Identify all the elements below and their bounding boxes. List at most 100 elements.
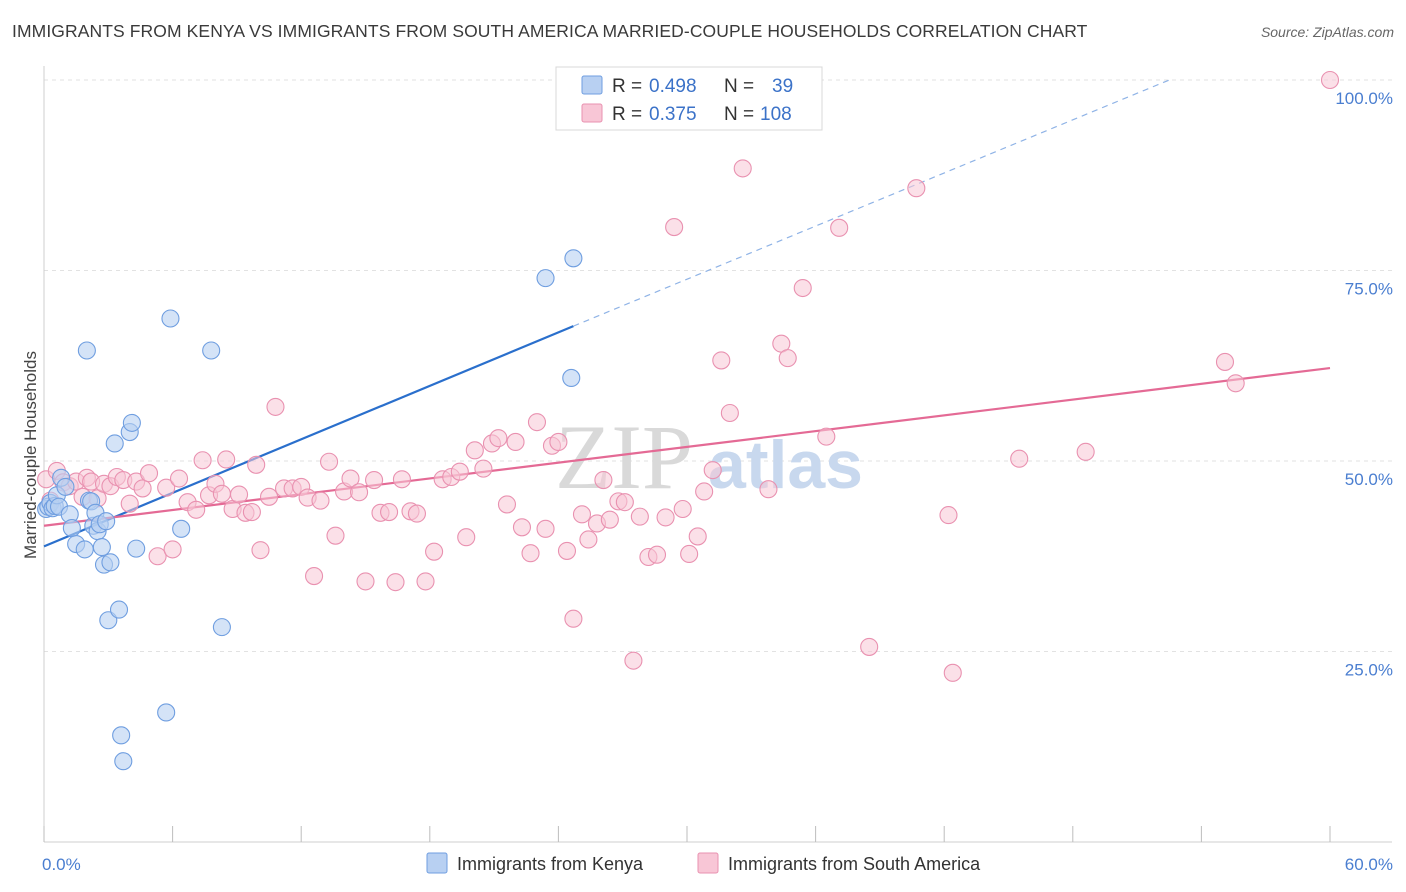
source-label: Source: ZipAtlas.com xyxy=(1260,24,1394,40)
south-america-trendline xyxy=(43,366,1331,527)
x-tick-label-0: 0.0% xyxy=(42,855,81,874)
south-america-point-20 xyxy=(163,540,182,559)
south-america-point-33 xyxy=(247,455,266,474)
south-america-point-19 xyxy=(157,478,176,497)
kenya-point-26 xyxy=(109,600,129,619)
south-america-point-63 xyxy=(474,459,493,478)
south-america-point-91 xyxy=(688,527,707,546)
south-america-point-76 xyxy=(572,505,592,524)
south-america-point-109 xyxy=(1215,352,1235,371)
kenya-point-30 xyxy=(122,413,141,432)
watermark-zip: ZIP xyxy=(555,406,693,508)
south-america-point-70 xyxy=(527,413,547,432)
south-america-point-36 xyxy=(266,397,285,416)
south-america-point-16 xyxy=(133,479,152,498)
south-america-point-28 xyxy=(217,450,236,469)
legend-kenya-swatch xyxy=(426,852,448,874)
kenya-point-35 xyxy=(202,341,221,360)
south-america-point-84 xyxy=(630,507,649,526)
y-tick-label-0: 25.0% xyxy=(1345,661,1393,680)
south-america-point-68 xyxy=(512,518,532,537)
kenya-points xyxy=(37,249,583,771)
south-america-point-105 xyxy=(939,506,958,525)
south-america-point-93 xyxy=(703,461,722,480)
south-america-point-27 xyxy=(212,484,231,503)
south-america-point-51 xyxy=(380,503,399,522)
south-america-point-74 xyxy=(557,541,577,560)
south-america-point-101 xyxy=(817,427,836,446)
kenya-r-value: 0.498 xyxy=(649,76,697,97)
south-america-point-94 xyxy=(712,351,731,370)
kenya-point-36 xyxy=(212,618,231,637)
south-america-point-71 xyxy=(536,519,555,538)
kenya-n-value: 39 xyxy=(772,76,793,97)
chart-title: IMMIGRANTS FROM KENYA VS IMMIGRANTS FROM… xyxy=(12,21,1088,41)
kenya-point-39 xyxy=(564,249,583,268)
south-america-point-57 xyxy=(425,542,444,561)
kenya-trendline-dashed xyxy=(573,79,1170,327)
south-america-point-34 xyxy=(251,541,270,560)
kenya-point-8 xyxy=(56,477,75,496)
south-america-point-42 xyxy=(311,491,330,510)
kenya-point-37 xyxy=(536,269,555,288)
south-america-point-21 xyxy=(169,469,189,488)
south-america-point-61 xyxy=(457,528,476,547)
axes xyxy=(43,66,1392,843)
south-america-point-53 xyxy=(392,470,411,489)
gridlines xyxy=(44,79,1392,652)
south-america-point-83 xyxy=(624,651,643,670)
south-america-point-44 xyxy=(326,526,345,545)
south-america-point-108 xyxy=(1076,442,1095,461)
south-america-point-23 xyxy=(187,500,206,519)
south-america-point-107 xyxy=(1010,449,1029,468)
south-america-trendline-solid xyxy=(43,366,1331,527)
watermark: ZIP atlas xyxy=(555,406,863,508)
kenya-point-38 xyxy=(562,368,581,387)
south-america-point-17 xyxy=(139,464,159,483)
south-america-point-73 xyxy=(549,432,568,452)
south-america-point-88 xyxy=(665,218,684,237)
south-america-point-32 xyxy=(242,503,261,522)
south-america-point-75 xyxy=(564,609,583,628)
south-america-point-92 xyxy=(695,482,714,501)
south-america-point-55 xyxy=(407,504,426,523)
south-america-point-52 xyxy=(386,573,405,592)
south-america-point-30 xyxy=(229,485,249,504)
south-america-point-100 xyxy=(793,278,812,298)
kenya-point-33 xyxy=(161,309,180,328)
south-america-point-104 xyxy=(907,179,926,198)
south-america-point-80 xyxy=(600,510,619,529)
south-america-point-65 xyxy=(489,429,508,448)
kenya-point-25 xyxy=(105,434,124,453)
kenya-point-24 xyxy=(101,553,120,572)
south-america-point-97 xyxy=(759,480,778,499)
series-legend: Immigrants from Kenya Immigrants from So… xyxy=(426,852,981,874)
kenya-point-20 xyxy=(92,538,111,557)
south-america-point-46 xyxy=(341,469,360,488)
sa-r-label: R = xyxy=(612,104,642,125)
kenya-point-10 xyxy=(62,519,81,538)
legend-south-america-swatch xyxy=(697,852,719,874)
y-tick-label-1: 50.0% xyxy=(1345,470,1393,489)
kenya-point-13 xyxy=(77,341,96,360)
south-america-point-24 xyxy=(193,451,212,470)
kenya-n-label: N = xyxy=(724,76,754,97)
south-america-point-60 xyxy=(450,462,469,481)
south-america-point-66 xyxy=(497,495,517,514)
south-america-point-110 xyxy=(1226,374,1245,393)
y-tick-label-3: 100.0% xyxy=(1335,89,1393,108)
y-tick-label-2: 75.0% xyxy=(1345,280,1393,299)
south-america-point-48 xyxy=(356,572,375,591)
kenya-point-28 xyxy=(114,752,133,771)
south-america-point-111 xyxy=(1320,70,1340,90)
x-tick-labels: 0.0% 60.0% xyxy=(42,855,1393,874)
south-america-point-87 xyxy=(656,508,675,527)
kenya-r-label: R = xyxy=(612,76,642,97)
south-america-point-18 xyxy=(148,547,167,566)
south-america-point-77 xyxy=(579,530,598,549)
south-america-point-103 xyxy=(860,637,879,656)
south-america-point-82 xyxy=(615,493,634,512)
south-america-point-89 xyxy=(673,499,692,519)
south-america-point-96 xyxy=(733,159,752,178)
